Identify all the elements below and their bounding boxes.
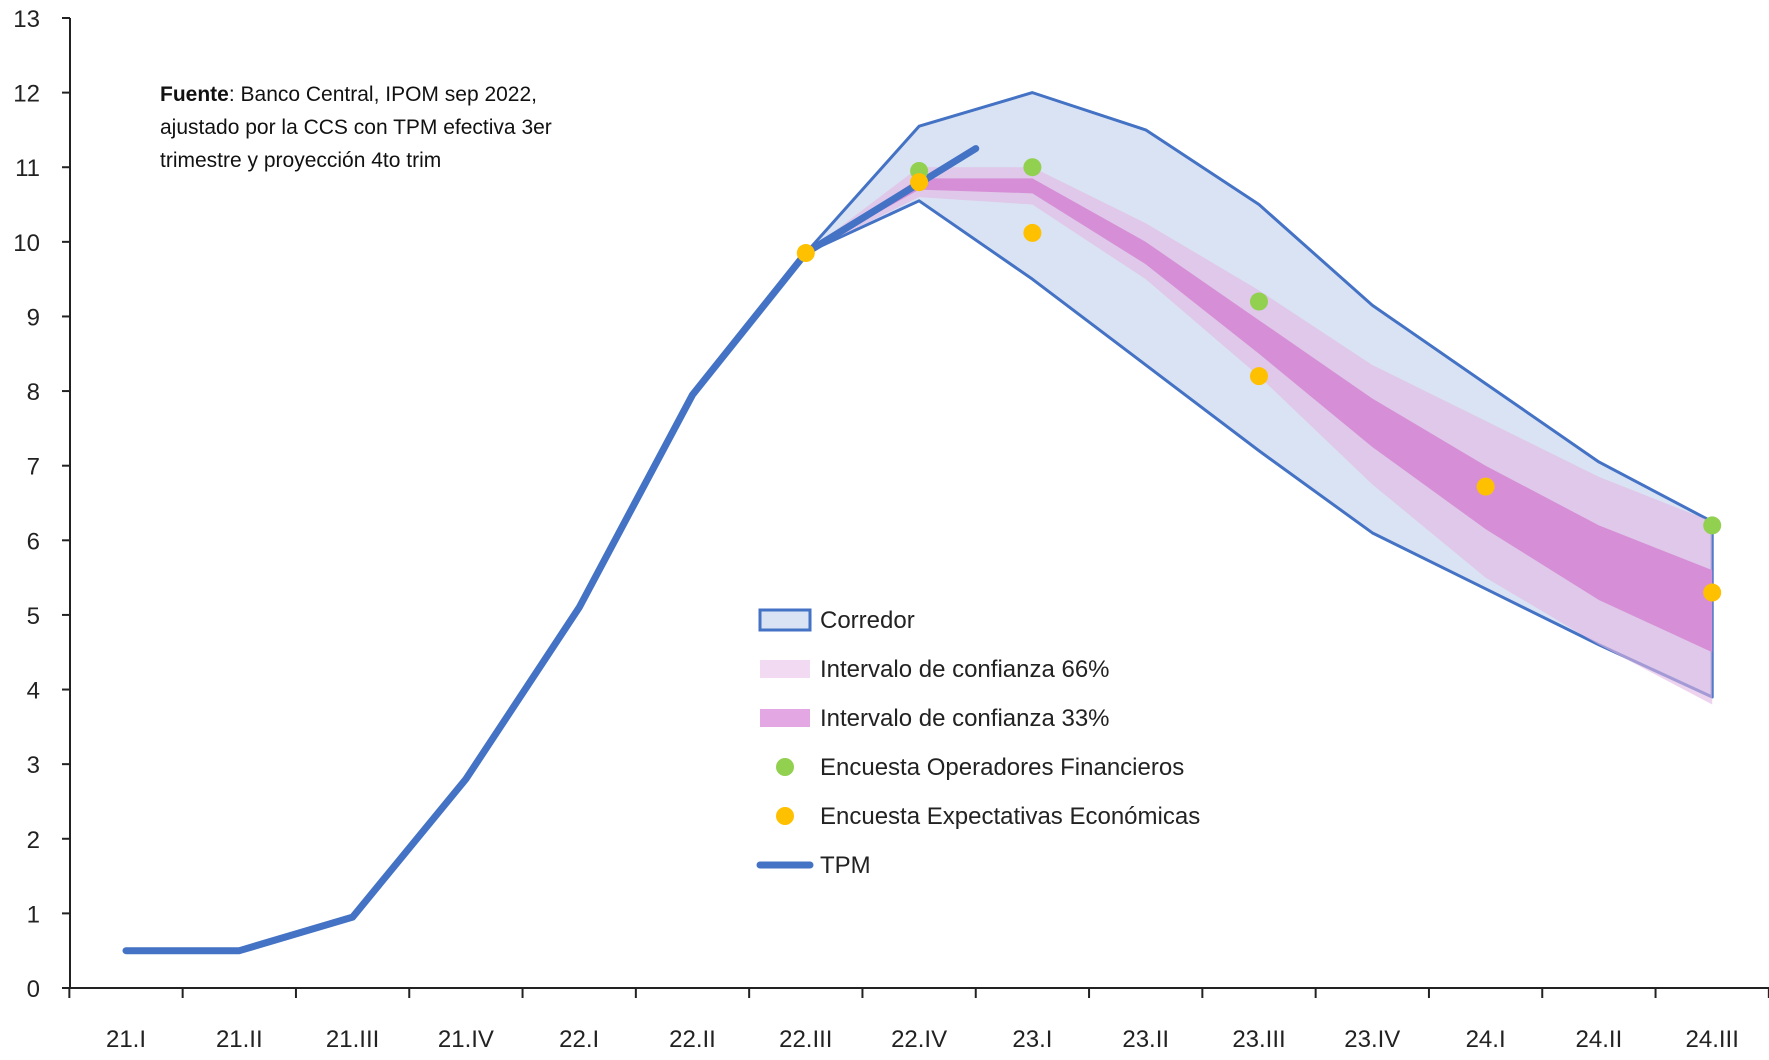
legend-swatch-corredor <box>758 608 812 632</box>
y-tick-label: 13 <box>13 6 40 33</box>
y-tick-label: 5 <box>27 603 40 630</box>
y-tick-label: 8 <box>27 379 40 406</box>
x-tick-label: 23.II <box>1122 1026 1169 1053</box>
x-tick-label: 23.IV <box>1344 1026 1400 1053</box>
legend-swatch-eee <box>776 807 794 825</box>
legend-label-eee: Encuesta Expectativas Económicas <box>820 803 1200 830</box>
ci33-band <box>805 178 1713 653</box>
legend: Corredor Intervalo de confianza 66% Interv… <box>756 607 1200 879</box>
x-tick-label: 24.II <box>1576 1026 1623 1053</box>
eee-point <box>1703 583 1722 602</box>
x-tick-label: 22.II <box>669 1026 716 1053</box>
legend-label-eof: Encuesta Operadores Financieros <box>820 754 1184 781</box>
legend-swatch-ci33 <box>760 709 810 727</box>
ci66-band <box>805 167 1713 705</box>
legend-label-ci33: Intervalo de confianza 33% <box>820 705 1110 732</box>
legend-swatch-eof <box>776 758 794 776</box>
x-tick-label: 24.I <box>1466 1026 1506 1053</box>
eee-point <box>796 244 815 263</box>
y-tick-label: 6 <box>27 528 40 555</box>
y-tick-label: 11 <box>15 155 40 182</box>
tpm-line-layer <box>122 145 980 955</box>
x-tick-label: 22.I <box>559 1026 599 1053</box>
y-tick-label: 2 <box>27 827 40 854</box>
x-tick-label: 21.II <box>216 1026 263 1053</box>
legend-label-ci66: Intervalo de confianza 66% <box>820 656 1110 683</box>
eof-point <box>1023 158 1042 177</box>
source-note: Fuente: Banco Central, IPOM sep 2022, aj… <box>160 78 590 177</box>
x-tick-label: 22.III <box>779 1026 832 1053</box>
eee-point <box>1476 477 1495 496</box>
eee-point <box>1023 223 1042 242</box>
x-tick-label: 23.III <box>1232 1026 1285 1053</box>
y-tick-label: 9 <box>27 304 40 331</box>
tpm-line <box>122 145 980 955</box>
ci33-band-layer <box>805 178 1713 653</box>
eee-point <box>910 173 929 192</box>
survey-points-layer <box>796 158 1722 602</box>
y-tick-label: 10 <box>13 230 40 257</box>
x-tick-label: 23.I <box>1012 1026 1052 1053</box>
y-tick-label: 12 <box>13 81 40 108</box>
y-tick-label: 7 <box>27 454 40 481</box>
legend-label-corredor: Corredor <box>820 607 915 634</box>
y-tick-label: 3 <box>27 752 40 779</box>
eof-point <box>1703 516 1722 535</box>
source-note-bold: Fuente <box>160 83 229 106</box>
x-tick-label: 24.III <box>1686 1026 1739 1053</box>
y-tick-label: 4 <box>27 678 40 705</box>
x-tick-label: 21.I <box>106 1026 146 1053</box>
eee-point <box>1250 367 1268 386</box>
y-tick-label: 0 <box>27 976 40 1003</box>
x-tick-label: 22.IV <box>891 1026 947 1053</box>
x-tick-label: 21.IV <box>438 1026 494 1053</box>
x-tick-label: 21.III <box>326 1026 379 1053</box>
source-note-text: : Banco Central, IPOM sep 2022, ajustado… <box>160 83 552 172</box>
y-tick-label: 1 <box>27 901 40 928</box>
eof-point <box>1250 292 1268 311</box>
ci66-band-layer <box>805 167 1713 705</box>
legend-swatch-ci66 <box>760 660 810 678</box>
legend-label-tpm: TPM <box>820 852 871 879</box>
